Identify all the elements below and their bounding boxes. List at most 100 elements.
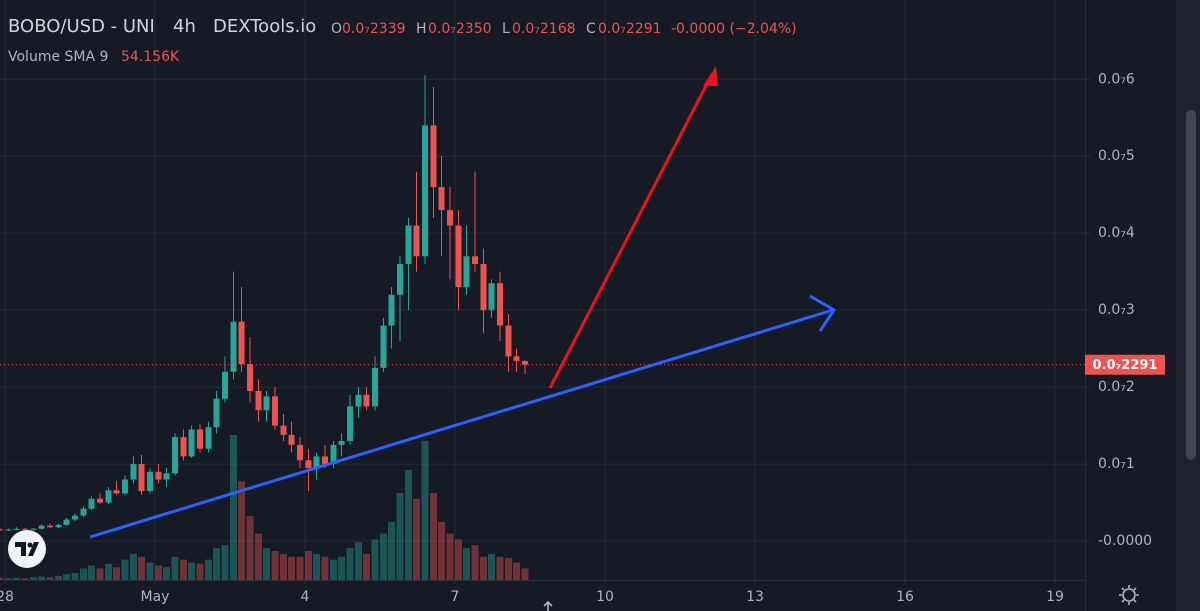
volume-layer [0, 435, 529, 580]
scroll-to-latest[interactable] [543, 600, 553, 611]
volume-bar [130, 553, 137, 580]
candle-body [347, 406, 353, 442]
volume-bar [513, 562, 520, 580]
candle-body [447, 210, 453, 226]
volume-bar [438, 522, 445, 580]
volume-bar [280, 553, 287, 580]
volume-bar [396, 493, 404, 580]
last-price-label: 0.0₇2291 [1093, 358, 1158, 373]
candle-body [55, 524, 62, 528]
volume-bar [521, 568, 529, 580]
x-tick-label: May [141, 589, 170, 605]
candle-body [122, 479, 128, 494]
candle-body [222, 371, 228, 399]
volume-bar [488, 553, 495, 580]
candle-body [422, 125, 428, 257]
candle-body [430, 125, 437, 188]
candle-body [472, 256, 478, 264]
volume-bar [88, 565, 95, 580]
y-tick-label: -0.0000 [1098, 533, 1152, 549]
candle-body [147, 471, 153, 492]
candle-body [480, 263, 487, 311]
volume-bar [155, 565, 162, 580]
candle-body [438, 187, 445, 211]
high-value: 0.0₇2350 [428, 21, 492, 37]
volume-bar [238, 481, 245, 580]
candle-body [288, 434, 295, 445]
volume-bar [121, 559, 129, 580]
candle-body [63, 519, 70, 525]
volume-bar [221, 545, 229, 580]
candle-body [13, 528, 20, 530]
volume-bar [146, 562, 154, 580]
candle-body [363, 394, 370, 407]
source: DEXTools.io [213, 16, 316, 37]
scroll-thumb[interactable] [1186, 110, 1196, 460]
volume-bar [413, 498, 420, 580]
volume-bar [405, 469, 412, 580]
x-tick-label: 7 [451, 589, 460, 605]
volume-bar [205, 559, 212, 580]
volume-bar [71, 573, 79, 580]
volume-bar [321, 556, 329, 580]
candle-body [488, 283, 495, 311]
candle-layer [0, 75, 528, 532]
candle-body [247, 364, 253, 391]
candle-body [72, 515, 78, 520]
candle-body [172, 437, 178, 474]
candle-body [372, 367, 378, 407]
volume-bar [38, 576, 45, 580]
volume-indicator: Volume SMA 9 [8, 49, 108, 65]
candle-body [230, 321, 237, 372]
volume-bar [246, 516, 254, 580]
candle-body [405, 225, 412, 264]
candle-body [163, 473, 170, 480]
y-tick-label: 0.0₇1 [1098, 456, 1135, 472]
x-tick-label: 4 [301, 589, 310, 605]
candle-body [105, 490, 112, 503]
red-arrow [548, 66, 718, 389]
candle-body [497, 283, 503, 326]
volume-bar [46, 577, 54, 580]
last-price-box [1085, 354, 1165, 375]
volume-bar [21, 578, 29, 580]
candle-body [330, 444, 337, 465]
volume-bar [230, 435, 237, 580]
close-key: C [586, 21, 596, 37]
x-tick-label: 13 [746, 589, 764, 605]
candle-body [505, 325, 512, 357]
settings-gear[interactable] [1119, 585, 1139, 605]
volume-bar [105, 563, 112, 580]
candle-body [213, 398, 220, 428]
legend-header: BOBO/USD - UNI 4h DEXTools.io O 0.0₇2339… [8, 16, 797, 65]
time-axis: 28 May 4 7 10 13 16 19 [0, 580, 1064, 605]
symbol-title: BOBO/USD - UNI [8, 16, 155, 37]
volume-bar [196, 563, 204, 580]
candle-body [0, 529, 3, 531]
x-tick-label: 10 [596, 589, 614, 605]
grid [0, 0, 1085, 580]
volume-bar [296, 556, 304, 580]
candle-body [80, 508, 87, 516]
candle-body [263, 396, 270, 411]
candle-body [130, 464, 137, 480]
volume-bar [213, 548, 220, 580]
volume-bar [80, 568, 87, 580]
open-value: 0.0₇2339 [342, 21, 406, 37]
volume-sma: 54.156K [121, 49, 180, 65]
volume-bar [55, 575, 62, 580]
y-tick-label: 0.0₇6 [1098, 71, 1135, 87]
volume-bar [171, 556, 179, 580]
volume-bar [330, 559, 337, 580]
candle-body [413, 225, 420, 257]
candle-body [522, 361, 528, 365]
y-tick-label: 0.0₇3 [1098, 302, 1135, 318]
volume-bar [180, 559, 187, 580]
candle-body [322, 456, 328, 465]
candle-body [397, 263, 403, 295]
candle-body [313, 456, 320, 468]
candle-body [305, 460, 312, 468]
